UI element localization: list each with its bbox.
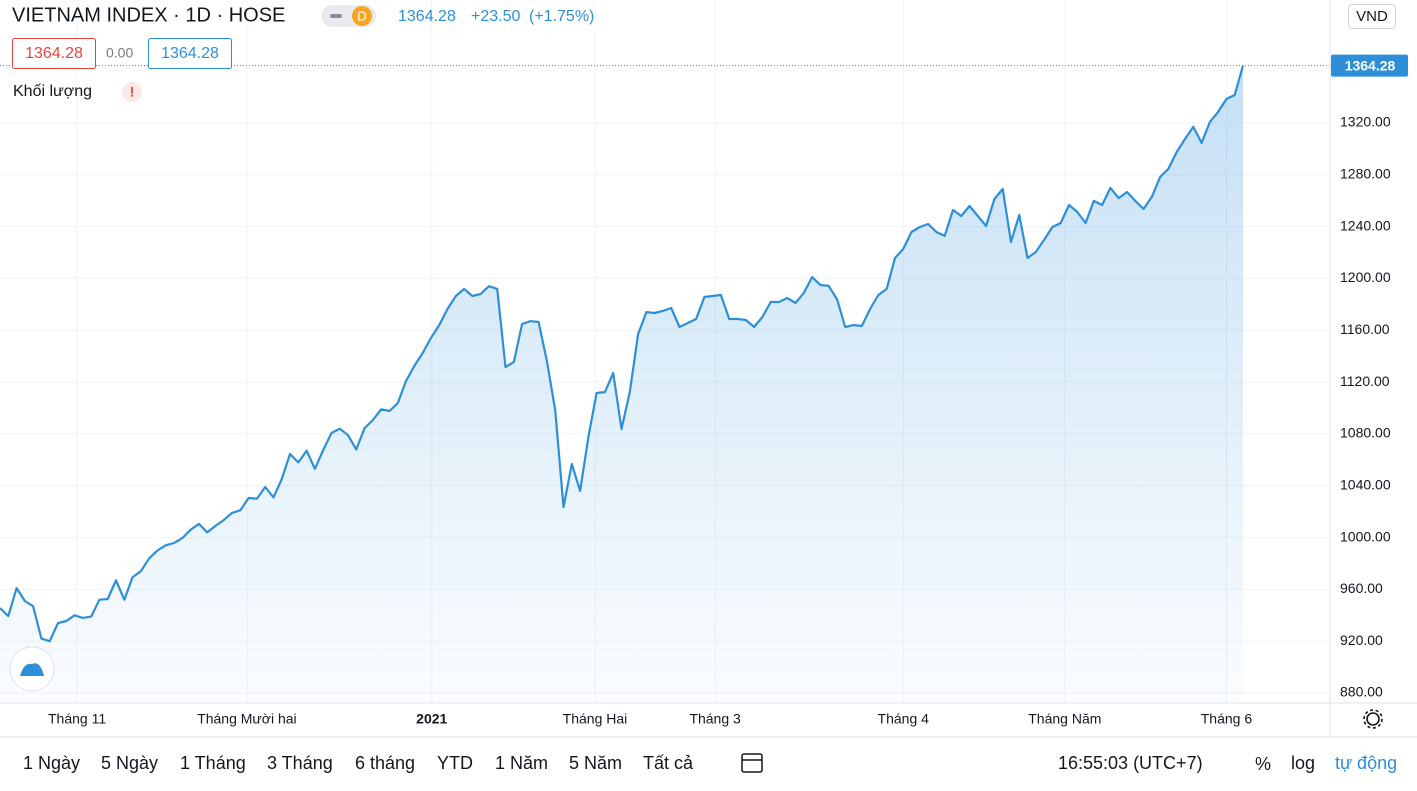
x-tick-label: Tháng Mười hai [197, 711, 296, 727]
chart-title: VIETNAM INDEX · 1D · HOSE [12, 4, 285, 26]
plot-area [0, 0, 1330, 704]
range-button[interactable]: 5 Ngày [101, 753, 158, 773]
x-tick-label: Tháng 11 [48, 711, 106, 727]
y-tick-label: 920.00 [1340, 632, 1383, 648]
settings-icon[interactable] [1366, 712, 1380, 726]
range-button[interactable]: 1 Ngày [23, 753, 80, 773]
last-price-tag [1331, 54, 1408, 77]
header-change: +23.50 [471, 8, 520, 25]
y-tick-label: 1120.00 [1340, 373, 1390, 389]
range-button[interactable]: Tất cả [643, 753, 694, 773]
area-fill [0, 65, 1243, 704]
legend-box [148, 38, 232, 69]
badge-label: D [357, 8, 366, 23]
y-tick-label: 960.00 [1340, 580, 1383, 596]
currency-label[interactable]: VND [1356, 8, 1388, 25]
x-tick-label: Tháng 3 [689, 711, 741, 727]
y-tick-label: 1280.00 [1340, 165, 1391, 181]
y-tick-label: 1200.00 [1340, 269, 1391, 285]
alert-label[interactable]: ! [130, 84, 135, 100]
x-tick-label: Tháng Năm [1028, 711, 1101, 727]
range-button[interactable]: 3 Tháng [267, 753, 333, 773]
y-tick-label: 1160.00 [1340, 321, 1390, 337]
percent-toggle[interactable]: % [1255, 754, 1271, 774]
log-toggle[interactable]: log [1291, 753, 1315, 773]
toolbar: 1 Ngày 5 Ngày 1 Tháng 3 Tháng 6 tháng YTD 1 Nă… [23, 753, 694, 773]
x-tick-label: Tháng Hai [563, 711, 628, 727]
legend-box [12, 38, 96, 69]
badge-circle [352, 6, 372, 26]
y-tick-label: 880.00 [1340, 684, 1383, 700]
currency-button[interactable] [1348, 4, 1396, 29]
y-tick-label: 1240.00 [1340, 217, 1391, 233]
legend-value: 1364.28 [25, 45, 83, 62]
range-button[interactable]: 1 Năm [495, 753, 548, 773]
logo-icon [20, 663, 44, 676]
badge-dash [330, 14, 342, 18]
range-button[interactable]: 1 Tháng [180, 753, 246, 773]
clock: 16:55:03 (UTC+7) [1058, 753, 1203, 773]
alert-icon[interactable] [122, 82, 142, 102]
y-tick-label: 1320.00 [1340, 114, 1391, 130]
x-tick-label: Tháng 4 [878, 711, 930, 727]
x-tick-label: Tháng 6 [1201, 711, 1253, 727]
header-change-pct: (+1.75%) [529, 8, 594, 25]
y-tick-label: 1080.00 [1340, 425, 1391, 441]
price-line [0, 65, 1245, 643]
y-tick-label: 1040.00 [1340, 476, 1391, 492]
header-price: 1364.28 [398, 8, 456, 25]
goto-date-icon[interactable] [741, 753, 763, 773]
y-tick-label: 1000.00 [1340, 528, 1391, 544]
settings-teeth [1363, 709, 1383, 729]
x-tick-label: 2021 [416, 711, 447, 727]
legend-value: 1364.28 [161, 45, 219, 62]
last-price-label: 1364.28 [1345, 57, 1396, 73]
range-button[interactable]: YTD [437, 753, 473, 773]
range-button[interactable]: 6 tháng [355, 753, 415, 773]
volume-label: Khối lượng [13, 83, 92, 100]
range-button[interactable]: 5 Năm [569, 753, 622, 773]
legend-diff: 0.00 [106, 45, 133, 61]
auto-toggle[interactable]: tự động [1335, 753, 1397, 773]
